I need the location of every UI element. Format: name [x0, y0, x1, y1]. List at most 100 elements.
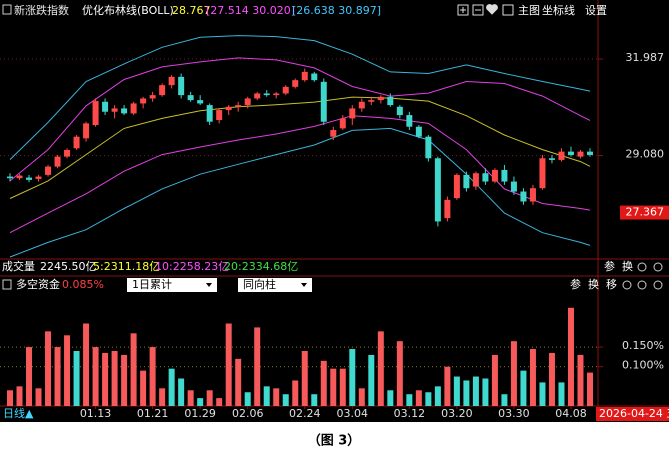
boll-line	[9, 35, 591, 160]
candle-body	[282, 86, 289, 94]
zoom-in[interactable]	[457, 4, 469, 16]
search-icon[interactable]	[637, 262, 647, 272]
candle-body	[130, 103, 137, 114]
volume-ma10: 10:2258.23亿	[155, 260, 229, 273]
row-button[interactable]: 移	[606, 278, 617, 291]
candle-body	[577, 151, 584, 157]
toolbar-button[interactable]: 坐标线	[542, 3, 575, 17]
boll-inner: [27.514 30.020]	[206, 4, 295, 17]
bar	[567, 307, 574, 406]
bar	[577, 354, 584, 406]
candle-body	[140, 98, 147, 104]
bar	[225, 323, 232, 406]
x-tick-label: 01.13	[80, 407, 112, 420]
bar	[377, 331, 384, 406]
bar	[73, 351, 80, 406]
search-icon[interactable]	[622, 280, 632, 290]
toolbar-icons	[457, 4, 514, 16]
favorite[interactable]	[486, 4, 498, 15]
x-tick-label: 01.21	[137, 407, 169, 420]
boll-line	[9, 57, 591, 182]
bar	[187, 390, 194, 406]
bar	[539, 382, 546, 406]
candle-body	[216, 110, 223, 121]
candle-body	[301, 71, 308, 81]
bar	[311, 394, 318, 406]
bar	[7, 390, 13, 406]
bar	[35, 388, 42, 406]
zoom-out[interactable]	[472, 4, 484, 16]
select-box[interactable]	[238, 278, 312, 292]
bar	[472, 376, 479, 406]
bar	[130, 333, 137, 406]
candle-body	[520, 191, 527, 202]
toolbar-button[interactable]: 主图	[518, 4, 540, 17]
candle-body	[453, 174, 460, 199]
boll-line	[9, 127, 591, 258]
bar	[159, 388, 166, 406]
candle-body	[567, 151, 574, 155]
bar	[273, 388, 280, 406]
row-button[interactable]: 参	[570, 277, 581, 291]
candle-body	[187, 95, 194, 101]
candle-body	[377, 96, 384, 101]
bar	[444, 366, 451, 406]
toolbar-button[interactable]: 设置	[585, 4, 607, 17]
candle-body	[149, 95, 156, 99]
y-tick-label: 29.080	[626, 148, 665, 161]
bar	[263, 386, 270, 406]
search-icon[interactable]	[653, 280, 663, 290]
bar	[548, 352, 555, 406]
candle-body	[510, 181, 517, 192]
caption: （图 3）	[308, 433, 361, 449]
bar	[292, 380, 299, 406]
row-button[interactable]: 换	[588, 277, 599, 291]
bar	[415, 390, 422, 406]
bar	[111, 351, 118, 406]
row-button[interactable]: 参	[604, 259, 615, 273]
candle-body	[425, 136, 432, 159]
volume-ma20: 20:2334.68亿	[224, 260, 298, 273]
boll-mid: 28.767	[172, 4, 211, 17]
icon[interactable]	[2, 4, 12, 15]
candle-body	[539, 158, 546, 189]
icon[interactable]	[2, 279, 12, 290]
menu[interactable]	[502, 4, 514, 16]
search-icon[interactable]	[637, 280, 647, 290]
bar	[330, 368, 337, 406]
search-icon[interactable]	[653, 262, 663, 272]
candle-body	[558, 151, 565, 160]
bar	[64, 335, 71, 406]
candle-body	[292, 80, 299, 87]
select-box[interactable]	[127, 278, 217, 292]
price-marker-box	[620, 205, 669, 220]
candle-body	[178, 76, 185, 96]
row-button[interactable]: 换	[622, 259, 633, 273]
candle-body	[83, 123, 90, 139]
candle-body	[121, 108, 128, 114]
candle-body	[159, 85, 166, 96]
candle-body	[273, 93, 280, 96]
bar	[121, 354, 128, 406]
x-axis-title: 日线▲	[3, 406, 34, 420]
bar	[83, 323, 90, 406]
candle-body	[368, 100, 375, 102]
candle-body	[54, 156, 61, 167]
volume-ma5: 5:2311.18亿	[93, 260, 160, 273]
candle-body	[463, 174, 470, 189]
candle-body	[491, 169, 498, 182]
bar	[206, 390, 213, 406]
x-tick-label: 04.08	[555, 407, 587, 420]
candle-body	[311, 73, 318, 81]
caption-area	[0, 422, 669, 462]
bar	[140, 370, 147, 406]
bar	[197, 398, 204, 406]
bar	[501, 394, 508, 406]
bar	[168, 368, 175, 406]
boll-line	[9, 115, 591, 234]
bar	[491, 354, 498, 406]
background	[0, 0, 669, 422]
x-tick-label: 03.04	[337, 407, 369, 420]
x-tick-label: 03.12	[394, 407, 426, 420]
bar	[254, 327, 261, 406]
